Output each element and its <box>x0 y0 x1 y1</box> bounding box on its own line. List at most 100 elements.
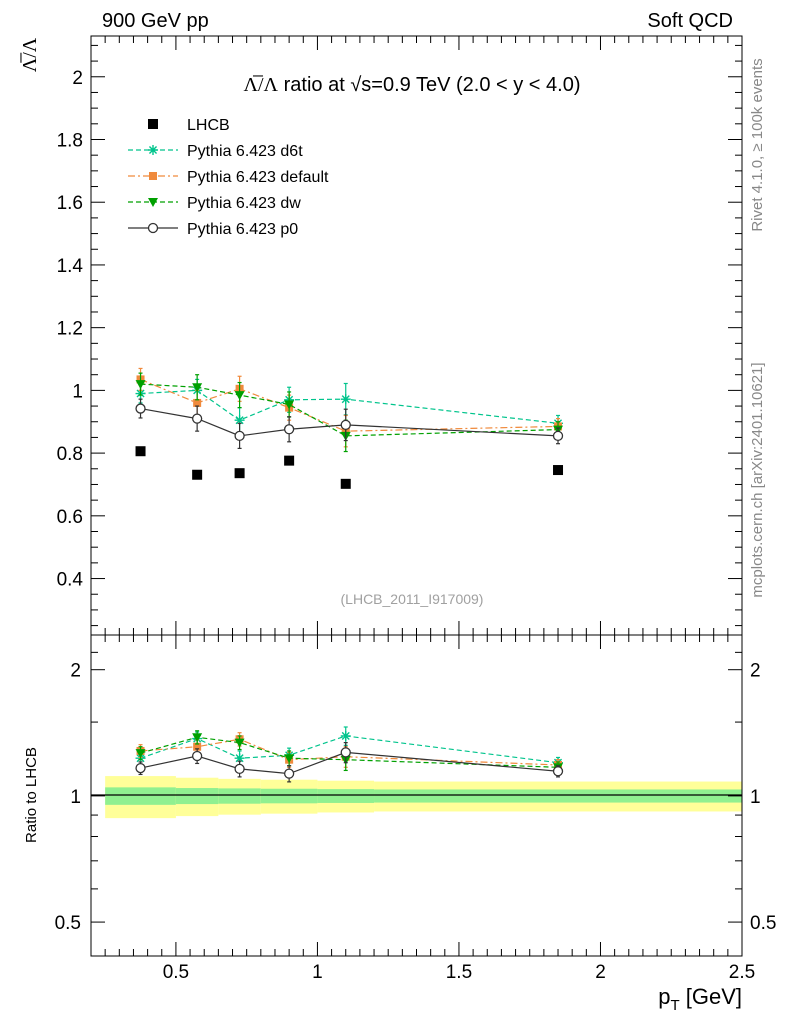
upper-y-tick-label: 1 <box>72 381 83 402</box>
lower-data-point <box>135 762 146 774</box>
lower-y-tick-label-right: 1 <box>750 787 761 808</box>
inner-uncertainty-band <box>175 788 219 805</box>
x-tick-label: 1 <box>312 962 323 983</box>
upper-data-point <box>193 398 202 407</box>
upper-y-tick-label: 2 <box>72 68 83 89</box>
rivet-version-label: Rivet 4.1.0, ≥ 100k events <box>749 58 766 231</box>
x-tick-label: 2 <box>595 962 606 983</box>
legend: LHCB Pythia 6.423 d6t Pythia 6.423 default… <box>128 117 329 238</box>
mcplots-label: mcplots.cern.ch [arXiv:2401.10621] <box>749 362 766 597</box>
lower-y-tick-label: 1 <box>70 787 81 808</box>
x-tick-label: 0.5 <box>163 962 189 983</box>
upper-series-line <box>140 378 559 432</box>
lower-y-axis: 0.5 0.5 1 1 2 2 <box>55 651 776 934</box>
legend-label: Pythia 6.423 d6t <box>187 143 303 160</box>
lower-data-point <box>340 747 351 758</box>
upper-data-point <box>553 465 564 476</box>
upper-y-axis-label: Λ̅/Λ <box>19 37 41 72</box>
lower-y-axis-label: Ratio to LHCB <box>23 747 40 843</box>
upper-data-point <box>340 394 351 405</box>
legend-entry: LHCB <box>148 117 230 134</box>
inner-uncertainty-band <box>317 789 375 803</box>
lower-data-point <box>234 753 245 764</box>
legend-label: Pythia 6.423 default <box>187 169 329 186</box>
upper-y-tick-label: 1.4 <box>57 256 84 277</box>
upper-data-point <box>135 380 146 390</box>
upper-data-point <box>135 446 146 457</box>
x-tick-label: 2.5 <box>729 962 755 983</box>
upper-series-line <box>140 407 559 437</box>
upper-y-tick-label: 1.6 <box>57 193 83 214</box>
legend-marker <box>148 198 158 207</box>
lower-series-line <box>140 751 559 775</box>
inner-uncertainty-band <box>105 787 176 805</box>
lower-series-pythia-6-423-p0 <box>135 742 564 783</box>
lower-data-point <box>135 749 146 759</box>
legend-marker <box>148 145 158 155</box>
upper-data-point <box>283 424 295 435</box>
upper-data-point <box>284 400 295 410</box>
analysis-watermark: (LHCB_2011_I917009) <box>341 591 484 607</box>
legend-entry: Pythia 6.423 d6t <box>128 143 303 160</box>
lower-series-line <box>140 735 559 764</box>
upper-y-tick-label: 0.6 <box>57 507 83 528</box>
upper-series-pythia-6-423-p0 <box>135 398 564 450</box>
legend-entry: Pythia 6.423 default <box>128 169 329 186</box>
lower-y-tick-label-right: 0.5 <box>750 913 776 934</box>
legend-marker <box>149 172 157 180</box>
upper-data-point <box>192 383 203 393</box>
lower-y-tick-label-right: 2 <box>750 661 761 682</box>
uncertainty-bands <box>105 776 742 819</box>
lower-data-point <box>193 742 202 751</box>
lower-panel: 0.5 0.5 1 1 2 2 0.5 1 1.5 2 2.5 Ratio to LHCB pT … <box>23 634 776 1014</box>
upper-data-point <box>191 413 203 424</box>
lower-series-line <box>140 736 559 768</box>
legend-label: LHCB <box>187 117 230 134</box>
legend-label: Pythia 6.423 p0 <box>187 221 298 238</box>
upper-series-lhcb <box>135 446 564 489</box>
upper-data-point <box>192 469 203 480</box>
upper-data-point <box>234 468 245 479</box>
legend-marker <box>148 119 158 129</box>
lower-data-point <box>552 766 564 777</box>
lower-data-point <box>283 768 295 779</box>
x-axis-label: pT [GeV] <box>658 984 742 1014</box>
inner-uncertainty-band <box>260 788 318 804</box>
inner-uncertainty-band <box>218 788 261 804</box>
upper-series-line <box>140 383 559 437</box>
lower-y-tick-label: 2 <box>70 661 81 682</box>
upper-x-axis-ticks <box>104 36 743 635</box>
legend-entry: Pythia 6.423 p0 <box>128 221 298 238</box>
upper-y-axis: 0.4 0.6 0.8 1 1.2 1.4 1.6 1.8 2 <box>57 44 742 627</box>
lower-y-tick-label: 0.5 <box>55 913 81 934</box>
upper-data-point <box>340 419 351 431</box>
lower-data-point <box>340 730 351 741</box>
upper-y-tick-label: 0.4 <box>57 570 84 591</box>
upper-series-pythia-6-423-dw <box>135 372 564 453</box>
legend-marker <box>147 222 159 234</box>
x-tick-label: 1.5 <box>446 962 472 983</box>
upper-data-point <box>552 430 564 442</box>
lower-data-point <box>191 750 203 762</box>
legend-entry: Pythia 6.423 dw <box>128 195 301 212</box>
upper-y-tick-label: 1.2 <box>57 319 83 340</box>
inner-uncertainty-band <box>374 789 742 803</box>
upper-series-group <box>135 367 564 489</box>
header-left-label: 900 GeV pp <box>102 10 209 32</box>
legend-label: Pythia 6.423 dw <box>187 195 301 212</box>
upper-series-pythia-6-423-default <box>136 367 563 448</box>
lower-data-point <box>192 733 203 743</box>
upper-panel: 0.4 0.6 0.8 1 1.2 1.4 1.6 1.8 2 (LHCB_2011_I9170… <box>19 35 743 636</box>
upper-data-point <box>234 430 245 442</box>
upper-data-point <box>340 478 351 489</box>
upper-data-point <box>284 455 295 466</box>
upper-series-line <box>140 389 559 424</box>
lower-data-point <box>234 763 245 775</box>
upper-data-point <box>135 403 146 414</box>
chart-title: Λ̅/Λ ratio at √s=0.9 TeV (2.0 < y < 4.0) <box>243 74 580 96</box>
lower-data-point <box>234 738 245 748</box>
upper-y-tick-label: 1.8 <box>57 130 83 151</box>
upper-data-point <box>234 391 245 401</box>
lower-series-line <box>140 738 559 766</box>
